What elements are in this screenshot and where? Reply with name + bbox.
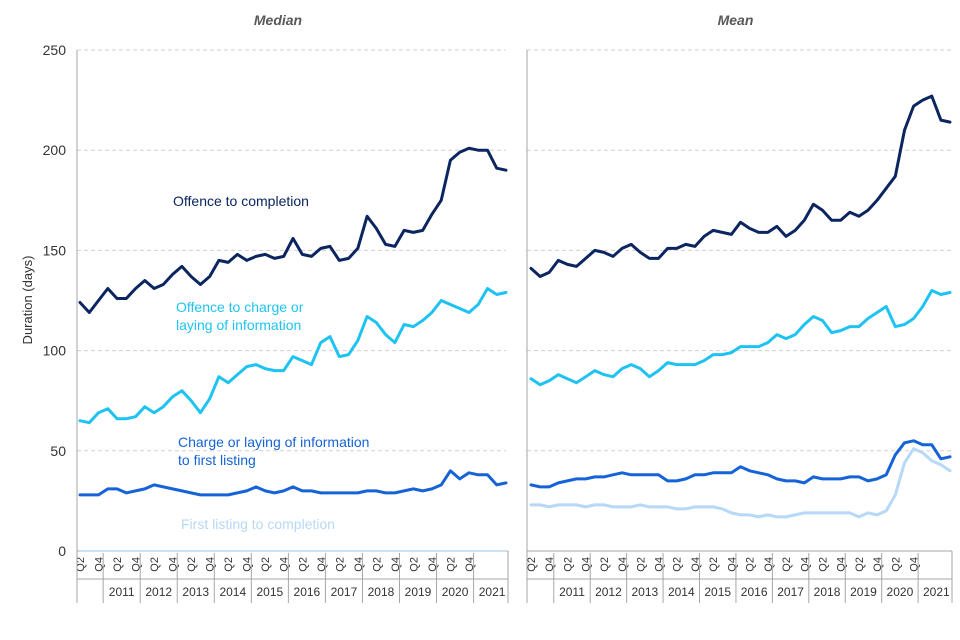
gridlines	[77, 49, 952, 452]
x-quarter-label: Q2	[297, 557, 309, 572]
x-quarter-label: Q4	[464, 557, 476, 572]
x-quarter-label: Q2	[672, 557, 684, 572]
x-quarter-label: Q2	[445, 557, 457, 572]
x-year-label: 2018	[814, 585, 841, 599]
x-quarter-label: Q4	[427, 557, 439, 572]
panel-title: Median	[254, 12, 302, 28]
x-year-label: 2021	[923, 585, 950, 599]
x-quarter-label: Q2	[745, 557, 757, 572]
x-year-label: 2020	[442, 585, 469, 599]
x-quarter-label: Q4	[581, 557, 593, 572]
x-quarter-label: Q4	[763, 557, 775, 572]
series-line-first-listing-to-completion-mean	[529, 447, 952, 519]
x-quarter-label: Q2	[708, 557, 720, 572]
x-quarter-label: Q2	[75, 557, 87, 572]
x-quarter-label: Q2	[854, 557, 866, 572]
x-quarter-label: Q4	[799, 557, 811, 572]
x-quarter-label: Q2	[149, 557, 161, 572]
y-tick-label: 150	[43, 242, 67, 258]
x-quarter-label: Q4	[909, 557, 921, 572]
x-year-label: 2015	[704, 585, 731, 599]
panel-title: Mean	[718, 12, 754, 28]
x-year-label: 2019	[405, 585, 432, 599]
x-quarter-label: Q2	[223, 557, 235, 572]
y-tick-label: 100	[43, 343, 67, 359]
x-quarter-label: Q4	[94, 557, 106, 572]
x-year-label: 2021	[479, 585, 506, 599]
y-tick-label: 250	[43, 42, 67, 58]
series-line-offence-to-charge-mean	[529, 289, 952, 387]
x-year-label: 2017	[777, 585, 804, 599]
series-line-charge-to-first-listing-mean	[529, 439, 952, 489]
series-line-offence-to-completion-median	[78, 146, 508, 314]
x-year-label: 2013	[182, 585, 209, 599]
series-line-offence-to-completion-mean	[529, 94, 952, 278]
x-year-label: 2013	[632, 585, 659, 599]
x-year-label: 2020	[887, 585, 914, 599]
x-quarter-label: Q4	[654, 557, 666, 572]
x-quarter-label: Q4	[617, 557, 629, 572]
x-quarter-label: Q2	[408, 557, 420, 572]
annotation-first-listing-to-completion: First listing to completion	[181, 516, 335, 532]
series-annotations: Offence to completion Offence to charge o…	[173, 193, 369, 532]
x-year-label: 2019	[850, 585, 877, 599]
x-quarter-label: Q4	[726, 557, 738, 572]
y-tick-label: 200	[43, 142, 67, 158]
series-line-offence-to-charge-median	[78, 287, 508, 425]
x-quarter-label: Q2	[599, 557, 611, 572]
x-quarter-label: Q4	[544, 557, 556, 572]
x-quarter-label: Q2	[781, 557, 793, 572]
x-quarter-label: Q2	[526, 557, 538, 572]
x-quarter-label: Q4	[279, 557, 291, 572]
x-year-label: 2011	[109, 585, 135, 599]
x-quarter-label: Q2	[186, 557, 198, 572]
x-year-label: 2015	[256, 585, 283, 599]
x-quarter-label: Q4	[353, 557, 365, 572]
x-quarter-label: Q2	[334, 557, 346, 572]
x-quarter-label: Q2	[371, 557, 383, 572]
y-tick-label: 0	[58, 543, 66, 559]
y-axis-title: Duration (days)	[20, 256, 35, 345]
x-year-label: 2014	[668, 585, 695, 599]
x-year-label: 2011	[559, 585, 585, 599]
annotation-offence-to-charge: Offence to charge or laying of informatio…	[176, 299, 304, 333]
x-year-label: 2014	[219, 585, 246, 599]
x-quarter-label: Q4	[205, 557, 217, 572]
x-quarter-label: Q4	[872, 557, 884, 572]
x-quarter-label: Q4	[690, 557, 702, 572]
annotation-charge-to-first-listing: Charge or laying of information to first …	[178, 434, 369, 468]
x-quarter-label: Q2	[562, 557, 574, 572]
y-tick-label: 50	[50, 443, 66, 459]
x-quarter-label: Q4	[836, 557, 848, 572]
axes: 0 50 100 150 200 250 Duration (days) Median Q2 Q4…	[20, 12, 953, 603]
x-year-label: 2012	[595, 585, 622, 599]
x-quarter-label: Q2	[635, 557, 647, 572]
x-quarter-label: Q4	[242, 557, 254, 572]
x-year-label: 2017	[331, 585, 358, 599]
x-year-label: 2016	[294, 585, 321, 599]
x-quarter-label: Q2	[260, 557, 272, 572]
x-year-label: 2018	[368, 585, 395, 599]
x-quarter-label: Q4	[168, 557, 180, 572]
x-year-label: 2012	[145, 585, 172, 599]
x-quarter-label: Q4	[390, 557, 402, 572]
x-quarter-label: Q2	[890, 557, 902, 572]
series-line-charge-to-first-listing-median	[78, 469, 508, 497]
x-year-label: 2016	[741, 585, 768, 599]
annotation-offence-to-completion: Offence to completion	[173, 193, 309, 209]
series-lines	[78, 94, 952, 552]
x-quarter-label: Q4	[316, 557, 328, 572]
x-quarter-label: Q2	[817, 557, 829, 572]
x-quarter-label: Q2	[112, 557, 124, 572]
x-quarter-label: Q4	[131, 557, 143, 572]
